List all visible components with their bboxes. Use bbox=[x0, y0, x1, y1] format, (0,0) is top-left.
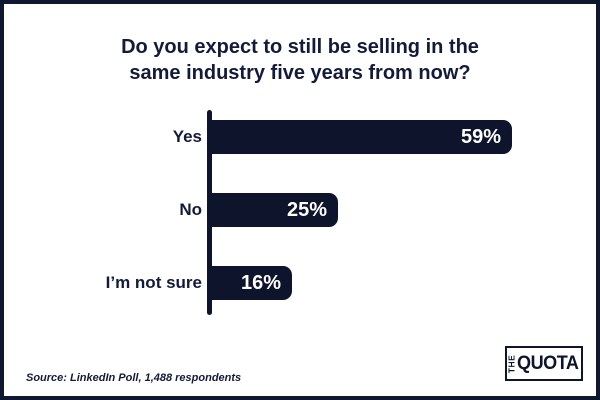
bar-chart: Yes 59% No 25% I’m not sure 16% bbox=[4, 120, 596, 300]
bar-value-label: 16% bbox=[240, 271, 281, 294]
bar-category-label: No bbox=[179, 200, 202, 219]
logo-the-vertical-text: THE bbox=[506, 354, 517, 373]
chart-title-line1: Do you expect to still be selling in the bbox=[121, 36, 479, 58]
bar: 25% bbox=[210, 193, 338, 227]
bar: 59% bbox=[210, 120, 512, 154]
bar-row: No 25% bbox=[4, 193, 596, 227]
bar-row: I’m not sure 16% bbox=[4, 266, 596, 300]
chart-title: Do you expect to still be selling in the… bbox=[4, 34, 596, 86]
source-text: Source: LinkedIn Poll, 1,488 respondents bbox=[26, 372, 242, 384]
bar-value-label: 59% bbox=[460, 125, 501, 148]
y-axis-line bbox=[207, 110, 212, 315]
bar: 16% bbox=[210, 266, 292, 300]
chart-title-line2: same industry five years from now? bbox=[129, 62, 471, 84]
bar-category-label: Yes bbox=[172, 127, 202, 146]
logo-quota-text: QUOTA bbox=[517, 352, 579, 374]
bar-row: Yes 59% bbox=[4, 120, 596, 154]
bar-value-label: 25% bbox=[286, 198, 327, 221]
bar-category-label: I’m not sure bbox=[105, 273, 202, 292]
the-quota-logo: THE QUOTA bbox=[505, 346, 583, 381]
